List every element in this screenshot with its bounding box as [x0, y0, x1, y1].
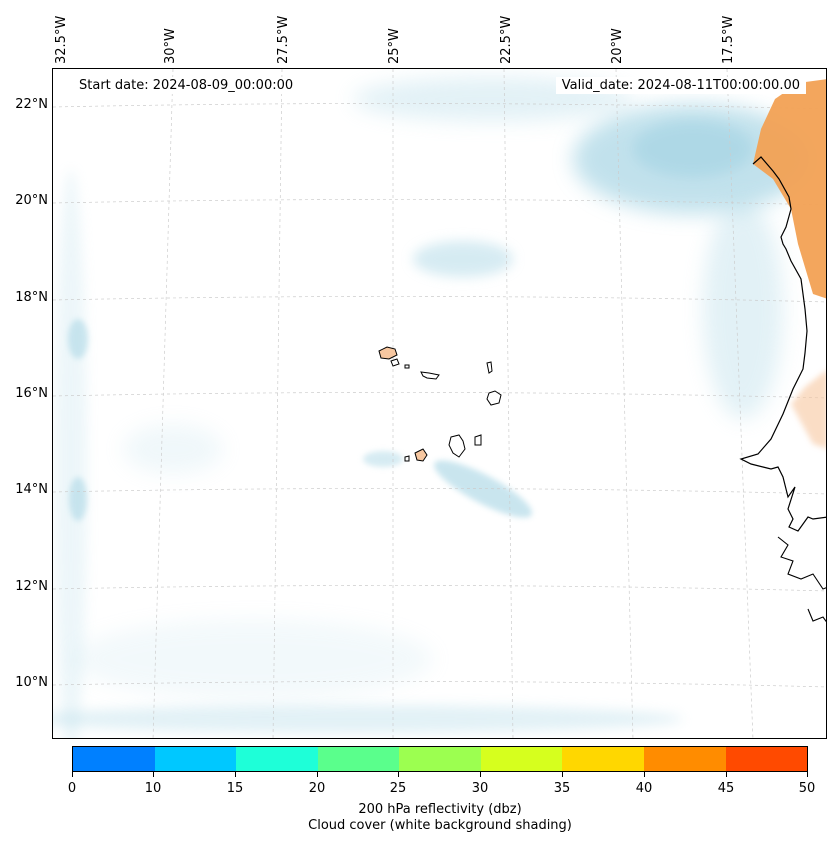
island-santo-antao	[378, 346, 398, 360]
colorbar-tick-label: 40	[635, 781, 653, 796]
reflectivity-coast-low	[791, 370, 826, 449]
parallel-10n	[53, 681, 826, 688]
cloud-streak-se	[433, 460, 533, 518]
parallel-12n	[53, 585, 826, 592]
colorbar-tick-label: 35	[553, 781, 571, 796]
colorbar-segment	[317, 747, 400, 771]
lat-label-18n: 18°N	[15, 290, 48, 305]
land-reflectivity	[753, 79, 826, 449]
colorbar-segment	[562, 747, 644, 771]
cloud-band-east	[703, 199, 783, 419]
lat-label-14n: 14°N	[15, 482, 48, 497]
colorbar-tick-label: 50	[798, 781, 816, 796]
colorbar-segment	[643, 747, 726, 771]
island-fogo	[414, 448, 428, 462]
africa-coastline	[739, 156, 826, 532]
cloud-patch-ne-inner	[633, 121, 753, 177]
meridian-17-5w	[726, 69, 754, 738]
colorbar-label: 200 hPa reflectivity (dbz)	[358, 802, 522, 817]
parallel-18n	[53, 296, 826, 303]
island-sal	[486, 361, 493, 374]
guinea-bissau-coastline	[777, 536, 826, 590]
lon-label-30w: 30°W	[163, 28, 178, 64]
meridian-27-5w	[272, 69, 283, 738]
colorbar-segment	[399, 747, 481, 771]
colorbar-sublabel: Cloud cover (white background shading)	[308, 818, 572, 833]
colorbar-tick-label: 30	[471, 781, 489, 796]
cloud-cover-shading	[53, 77, 813, 738]
colorbar-segment	[236, 747, 318, 771]
cloud-patch-center	[363, 451, 403, 467]
cloud-band-west	[55, 169, 87, 738]
cloud-patch-mid	[413, 241, 513, 277]
colorbar-tick-label: 10	[144, 781, 162, 796]
lat-label-20n: 20°N	[15, 193, 48, 208]
lat-label-12n: 12°N	[15, 579, 48, 594]
island-sao-vicente	[390, 358, 400, 367]
colorbar-tick-label: 20	[308, 781, 326, 796]
meridian-20w	[615, 69, 634, 738]
island-boa-vista	[486, 390, 502, 406]
parallel-14n	[53, 488, 826, 495]
cloud-patch-south	[73, 619, 433, 699]
parallel-16n	[53, 392, 826, 399]
parallel-22n	[53, 103, 826, 110]
colorbar-segment	[725, 747, 808, 771]
island-maio	[474, 434, 482, 446]
island-brava	[404, 455, 410, 462]
lon-label-25w: 25°W	[387, 28, 402, 64]
meridian-30w	[152, 69, 174, 738]
colorbar-tick-label: 0	[67, 781, 77, 796]
island-santa-luzia	[404, 364, 410, 369]
island-santiago	[448, 434, 466, 458]
map-panel: Start date: 2024-08-09_00:00:00 Valid_da…	[52, 68, 827, 739]
meridian-22-5w	[503, 69, 514, 738]
colorbar-tick-label: 45	[717, 781, 735, 796]
lon-label-32-5w: 32.5°W	[54, 15, 69, 64]
cloud-band-south	[53, 705, 683, 733]
reflectivity-colorbar	[72, 746, 808, 772]
lat-label-10n: 10°N	[15, 675, 48, 690]
lat-label-22n: 22°N	[15, 97, 48, 112]
lat-label-16n: 16°N	[15, 386, 48, 401]
island-sao-nicolau	[420, 371, 440, 380]
gridlines	[53, 69, 826, 738]
valid-date-label: Valid_date: 2024-08-11T00:00:00.00	[555, 77, 806, 94]
colorbar-tick-label: 15	[226, 781, 244, 796]
lon-label-20w: 20°W	[610, 28, 625, 64]
colorbar-tick-label: 25	[389, 781, 407, 796]
reflectivity-west-africa	[753, 79, 826, 299]
start-date-label: Start date: 2024-08-09_00:00:00	[73, 77, 300, 94]
map-canvas	[53, 69, 826, 738]
guinea-coastline	[807, 608, 826, 623]
colorbar-segment	[154, 747, 237, 771]
lon-label-22-5w: 22.5°W	[499, 15, 514, 64]
colorbar-segment	[480, 747, 563, 771]
lon-label-17-5w: 17.5°W	[721, 15, 736, 64]
lon-label-27-5w: 27.5°W	[276, 15, 291, 64]
cape-verde-islands	[378, 346, 502, 462]
cloud-patch-sw	[123, 424, 223, 474]
colorbar-segment	[73, 747, 155, 771]
parallel-20n	[53, 199, 826, 206]
